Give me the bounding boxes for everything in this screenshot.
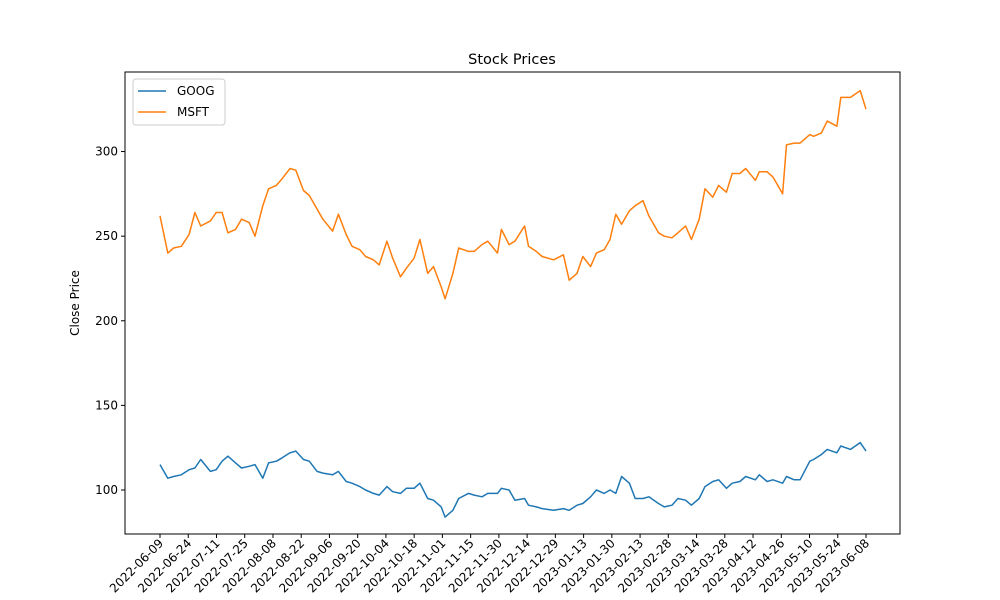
y-tick-label: 300 [95,145,118,159]
legend-label-msft: MSFT [177,105,210,119]
y-tick-label: 150 [95,398,118,412]
legend: GOOG MSFT [132,78,226,126]
plot-frame [124,71,901,535]
y-tick-label: 100 [95,483,118,497]
chart-title: Stock Prices [468,52,556,68]
series-line-goog [159,441,867,518]
series-layer [159,89,867,518]
y-tick-label: 250 [95,229,118,243]
y-tick-label: 200 [95,314,118,328]
y-axis-label: Close Price [68,270,82,336]
series-line-msft [159,89,867,300]
legend-label-goog: GOOG [177,84,215,98]
